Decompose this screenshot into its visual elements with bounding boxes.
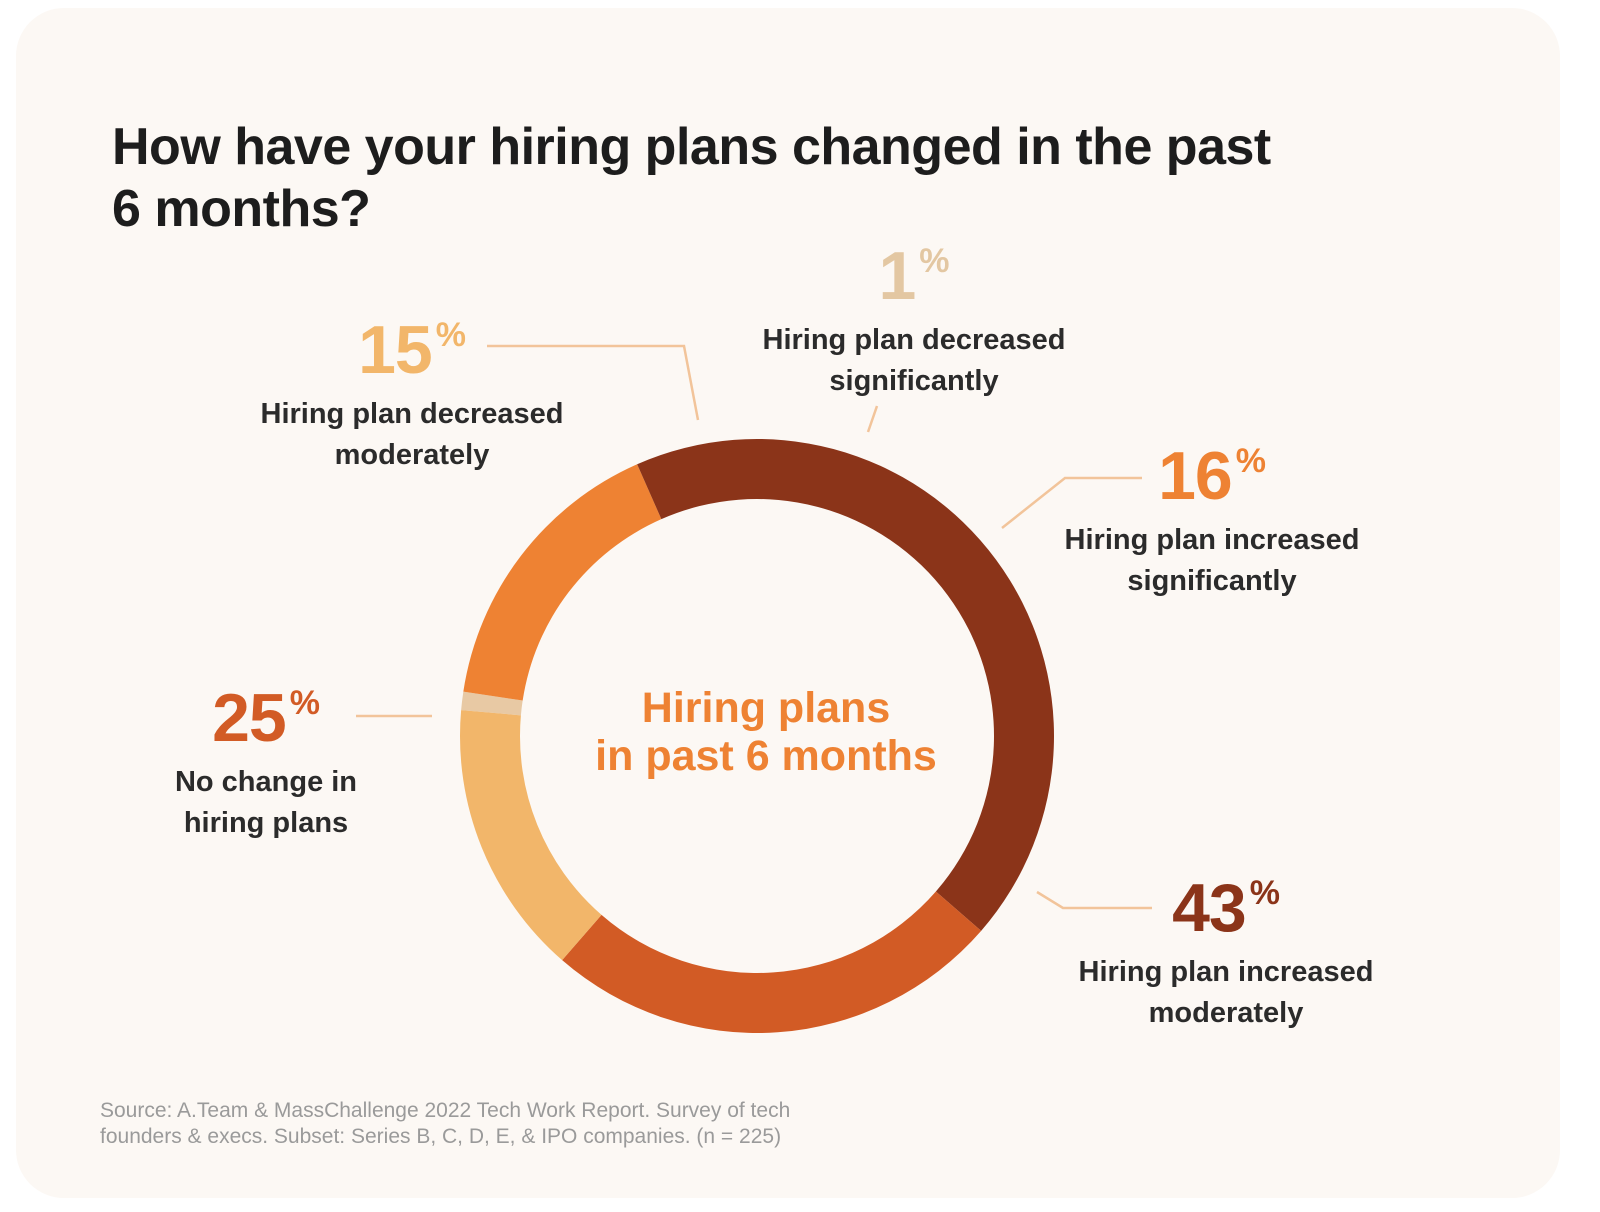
callout-label-line: Hiring plan increased bbox=[1064, 524, 1360, 556]
callout-label-line: significantly bbox=[1127, 565, 1297, 597]
callout-label-line: significantly bbox=[829, 365, 999, 397]
percent-number: 43 bbox=[1172, 870, 1247, 946]
callout-decreased-moderately: 15% Hiring plan decreased moderately bbox=[232, 316, 592, 476]
callout-label-line: moderately bbox=[1148, 997, 1304, 1029]
chart-title-text: How have your hiring plans changed in th… bbox=[112, 118, 1271, 238]
percent-number: 25 bbox=[212, 680, 287, 756]
percent-sign: % bbox=[435, 316, 466, 354]
chart-card: How have your hiring plans changed in th… bbox=[16, 8, 1560, 1198]
leader-lines bbox=[356, 344, 1152, 910]
callout-label-line: Hiring plan decreased bbox=[762, 324, 1066, 356]
donut-slice-1 bbox=[461, 691, 523, 716]
callout-label: Hiring plan increased moderately bbox=[1046, 952, 1406, 1034]
callout-increased-moderately: 43% Hiring plan increased moderately bbox=[1046, 874, 1406, 1034]
callout-no-change: 25% No change in hiring plans bbox=[116, 684, 416, 844]
callout-decreased-significantly: 1% Hiring plan decreased significantly bbox=[734, 242, 1094, 402]
chart-title: How have your hiring plans changed in th… bbox=[112, 116, 1312, 240]
percent-sign: % bbox=[919, 242, 950, 280]
percent-number: 15 bbox=[358, 312, 433, 388]
leader-line-15 bbox=[487, 344, 700, 421]
donut-slice-25 bbox=[562, 891, 982, 1033]
donut-chart bbox=[356, 344, 1152, 1033]
percent-number: 16 bbox=[1158, 438, 1233, 514]
callout-label-line: hiring plans bbox=[183, 807, 349, 839]
callout-label-line: Hiring plan decreased bbox=[260, 398, 564, 430]
percent-sign: % bbox=[1249, 874, 1280, 912]
callout-label: Hiring plan decreased significantly bbox=[734, 320, 1094, 402]
callout-value: 1% bbox=[734, 242, 1094, 310]
leader-line-43 bbox=[1036, 890, 1152, 910]
leader-line-1 bbox=[866, 405, 879, 433]
donut-slice-15 bbox=[459, 710, 602, 961]
percent-sign: % bbox=[1235, 442, 1266, 480]
callout-value: 16% bbox=[1032, 442, 1392, 510]
callout-value: 43% bbox=[1046, 874, 1406, 942]
callout-label: No change in hiring plans bbox=[116, 762, 416, 844]
source-line-1: Source: A.Team & MassChallenge 2022 Tech… bbox=[100, 1099, 791, 1122]
source-note: Source: A.Team & MassChallenge 2022 Tech… bbox=[100, 1098, 1000, 1150]
leader-line-16 bbox=[1001, 476, 1142, 529]
callout-label: Hiring plan increased significantly bbox=[1032, 520, 1392, 602]
callout-increased-significantly: 16% Hiring plan increased significantly bbox=[1032, 442, 1392, 602]
percent-sign: % bbox=[289, 684, 320, 722]
center-label-line-2: in past 6 months bbox=[595, 732, 937, 780]
source-line-2: founders & execs. Subset: Series B, C, D… bbox=[100, 1125, 782, 1148]
donut-slices bbox=[459, 439, 1054, 1033]
callout-label-line: No change in bbox=[174, 766, 358, 798]
center-label-line-1: Hiring plans bbox=[641, 684, 891, 732]
callout-label-line: moderately bbox=[334, 439, 490, 471]
callout-label: Hiring plan decreased moderately bbox=[232, 394, 592, 476]
percent-number: 1 bbox=[878, 238, 916, 314]
callout-label-line: Hiring plan increased bbox=[1078, 956, 1374, 988]
callout-value: 25% bbox=[116, 684, 416, 752]
donut-center-label: Hiring plans in past 6 months bbox=[486, 684, 1046, 780]
donut-slice-16 bbox=[463, 464, 662, 701]
donut-slice-43 bbox=[637, 439, 1054, 931]
callout-value: 15% bbox=[232, 316, 592, 384]
